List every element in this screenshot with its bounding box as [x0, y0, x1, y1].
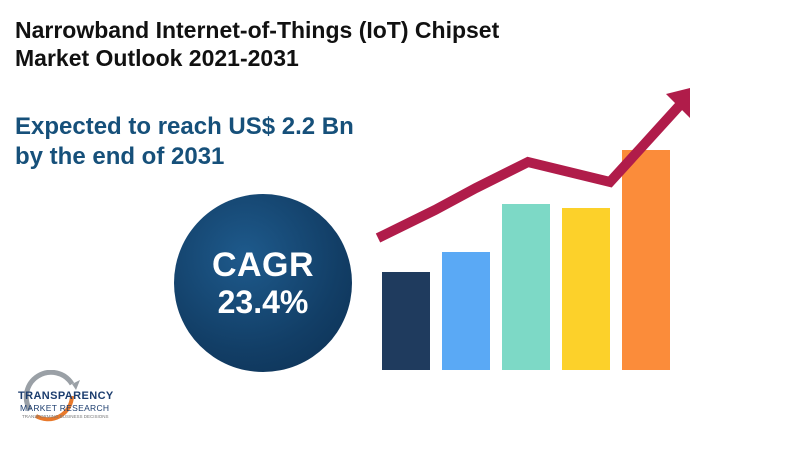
growth-arrow-line	[375, 101, 684, 243]
bar-4	[562, 208, 610, 370]
forecast-subtitle: Expected to reach US$ 2.2 Bn by the end …	[15, 112, 455, 172]
cagr-value: 23.4%	[217, 284, 309, 320]
bar-1	[382, 272, 430, 370]
logo-swoosh-icon	[23, 370, 80, 422]
title-line-1: Narrowband Internet-of-Things (IoT) Chip…	[15, 17, 500, 43]
growth-chart-illustration	[375, 88, 690, 370]
logo-name-line-2: MARKET RESEARCH	[20, 403, 110, 413]
subtitle-line-2: by the end of 2031	[15, 143, 225, 170]
company-logo: TRANSPARENCY MARKET RESEARCH TRANSFORMIN…	[14, 370, 124, 434]
title-line-2: Market Outlook 2021-2031	[15, 45, 299, 71]
cagr-label: CAGR	[211, 246, 315, 284]
logo-tagline: TRANSFORMING BUSINESS DECISIONS	[22, 414, 109, 419]
cagr-badge: CAGR 23.4%	[174, 194, 352, 372]
page-title: Narrowband Internet-of-Things (IoT) Chip…	[15, 16, 635, 72]
subtitle-line-1: Expected to reach US$ 2.2 Bn	[15, 113, 354, 140]
bar-5	[622, 150, 670, 370]
bar-3	[502, 204, 550, 370]
growth-arrow-head	[666, 88, 690, 118]
logo-name-line-1: TRANSPARENCY	[18, 390, 114, 402]
bar-2	[442, 252, 490, 370]
